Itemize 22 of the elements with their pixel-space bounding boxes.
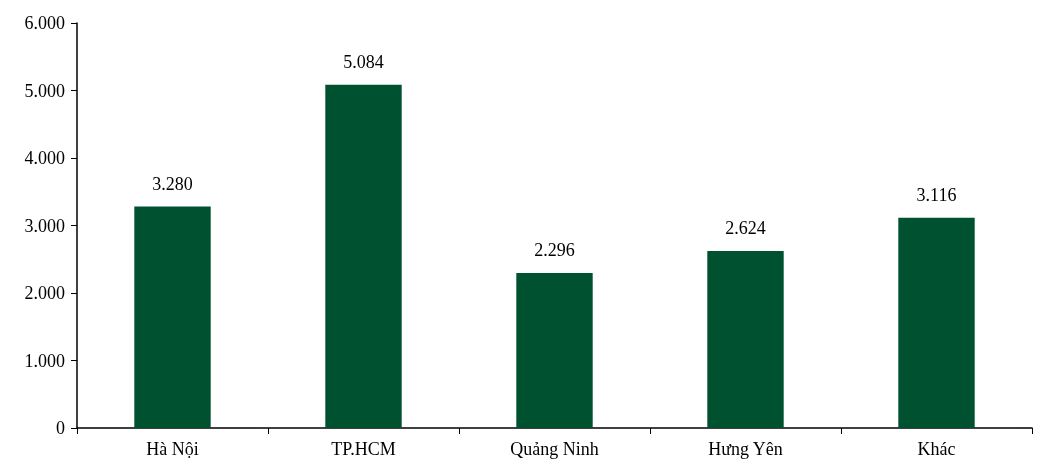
data-label: 2.296 — [534, 240, 575, 261]
bar — [898, 217, 975, 428]
x-tick-label: Quảng Ninh — [510, 439, 599, 459]
y-tick-label: 4.000 — [24, 148, 65, 168]
y-tick-label: 5.000 — [24, 80, 65, 101]
y-tick-label: 6.000 — [24, 13, 65, 33]
x-tick-label: Hà Nội — [146, 439, 199, 459]
data-label: 3.116 — [916, 184, 957, 205]
y-tick-label: 3.000 — [24, 215, 65, 236]
x-tick-label: TP.HCM — [331, 439, 396, 459]
x-tick-label: Hưng Yên — [708, 439, 783, 459]
bar — [325, 84, 402, 428]
x-tick-label: Khác — [917, 439, 956, 459]
bar — [516, 273, 593, 428]
data-label: 2.624 — [725, 217, 766, 238]
bar — [134, 206, 211, 428]
y-tick-label: 0 — [56, 418, 65, 438]
y-tick-label: 1.000 — [24, 350, 65, 371]
bar — [707, 250, 784, 428]
y-tick-label: 2.000 — [24, 283, 65, 303]
data-label: 5.084 — [343, 51, 384, 72]
data-label: 3.280 — [152, 173, 193, 194]
